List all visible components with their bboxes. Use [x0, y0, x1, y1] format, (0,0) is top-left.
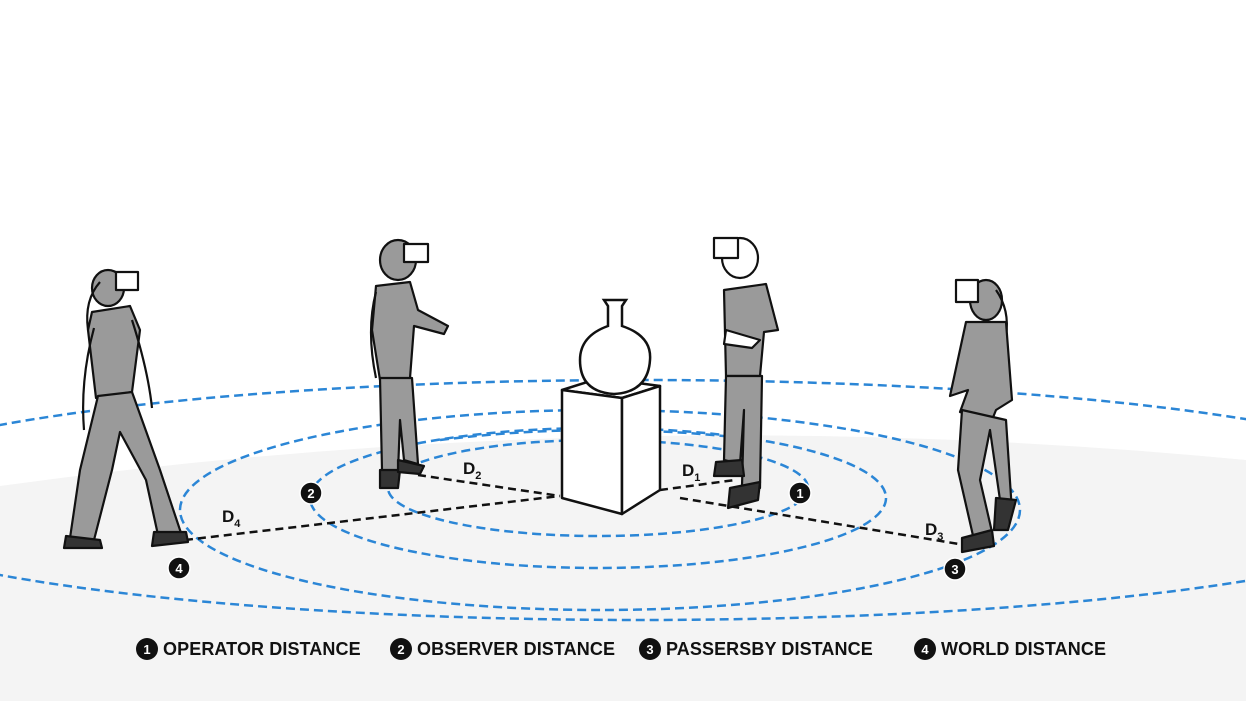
- observer-ring: [308, 426, 888, 570]
- distance-label-d4: D4: [222, 507, 241, 530]
- marker-number: 3: [951, 562, 958, 577]
- marker-2: 2: [299, 481, 323, 505]
- legend-label: OBSERVER DISTANCE: [417, 638, 616, 659]
- marker-number: 4: [175, 561, 183, 576]
- legend-label: PASSERSBY DISTANCE: [666, 638, 873, 659]
- legend-label: OPERATOR DISTANCE: [163, 638, 361, 659]
- legend-item-3: 3 PASSERSBY DISTANCE: [639, 638, 873, 660]
- legend-item-1: 1 OPERATOR DISTANCE: [136, 638, 361, 660]
- marker-circle: [788, 481, 812, 505]
- person-observer: [369, 238, 450, 490]
- marker-circle: [943, 557, 967, 581]
- vase: [578, 298, 652, 396]
- person-passersby: [948, 278, 1018, 554]
- d4-line: [184, 494, 561, 542]
- marker-circle: [299, 481, 323, 505]
- legend-number-badge: 4: [914, 638, 936, 660]
- distance-label-d3: D3: [925, 520, 943, 543]
- distance-labels: D1 D2 D3 D4: [222, 459, 943, 543]
- legend-item-4: 4 WORLD DISTANCE: [914, 638, 1106, 660]
- pedestal: [560, 376, 662, 516]
- marker-4: 4: [167, 556, 191, 580]
- d2-line: [417, 473, 561, 498]
- distance-label-d1: D1: [682, 461, 700, 484]
- legend: 1 OPERATOR DISTANCE 2 OBSERVER DISTANCE 3 PAS…: [0, 638, 1246, 664]
- distance-label-d2: D2: [463, 459, 481, 482]
- person-operator: [712, 236, 780, 510]
- legend-item-2: 2 OBSERVER DISTANCE: [390, 638, 615, 660]
- marker-circle: [167, 556, 191, 580]
- person-world: [62, 268, 190, 550]
- passersby-ring: [178, 408, 1022, 612]
- marker-number: 2: [307, 486, 314, 501]
- marker-1: 1: [788, 481, 812, 505]
- legend-number-badge: 2: [390, 638, 412, 660]
- marker-3: 3: [943, 557, 967, 581]
- legend-number-badge: 1: [136, 638, 158, 660]
- d3-line: [679, 496, 966, 547]
- ring-markers: 1 2 3 4: [167, 481, 967, 581]
- legend-label: WORLD DISTANCE: [941, 638, 1107, 659]
- legend-number-badge: 3: [639, 638, 661, 660]
- marker-number: 1: [796, 486, 803, 501]
